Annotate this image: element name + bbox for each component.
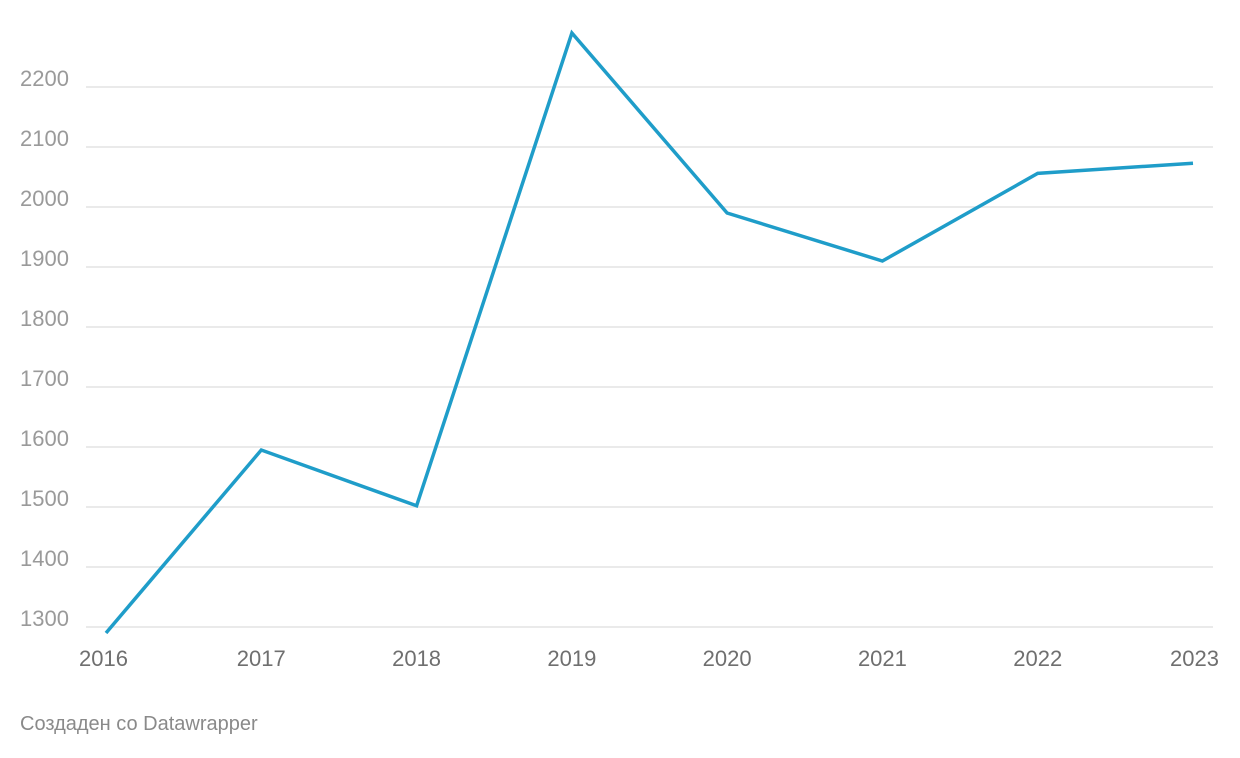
y-tick-label: 1300 bbox=[20, 606, 69, 631]
x-tick-label: 2017 bbox=[237, 646, 286, 671]
y-axis-tick-labels: 1300 1400 1500 1600 1700 1800 1900 2000 2100 2200 bbox=[20, 66, 69, 631]
x-tick-label: 2016 bbox=[79, 646, 128, 671]
y-tick-label: 1900 bbox=[20, 246, 69, 271]
gridlines bbox=[86, 86, 1213, 628]
y-tick-label: 1700 bbox=[20, 366, 69, 391]
x-tick-label: 2022 bbox=[1013, 646, 1062, 671]
y-tick-label: 2200 bbox=[20, 66, 69, 91]
y-tick-label: 2000 bbox=[20, 186, 69, 211]
x-tick-label: 2021 bbox=[858, 646, 907, 671]
x-tick-label: 2019 bbox=[547, 646, 596, 671]
datawrapper-credit: Создаден со Datawrapper bbox=[20, 713, 258, 735]
x-axis-tick-labels: 2016 2017 2018 2019 2020 2021 2022 2023 bbox=[79, 646, 1219, 671]
x-tick-label: 2023 bbox=[1170, 646, 1219, 671]
x-tick-label: 2018 bbox=[392, 646, 441, 671]
line-chart: 1300 1400 1500 1600 1700 1800 1900 2000 2100 2200… bbox=[20, 29, 1219, 671]
y-tick-label: 1400 bbox=[20, 546, 69, 571]
y-tick-label: 1500 bbox=[20, 486, 69, 511]
series-lines bbox=[104, 29, 1194, 635]
y-tick-label: 2100 bbox=[20, 126, 69, 151]
y-tick-label: 1600 bbox=[20, 426, 69, 451]
y-tick-label: 1800 bbox=[20, 306, 69, 331]
x-tick-label: 2020 bbox=[703, 646, 752, 671]
series-line-0 bbox=[104, 29, 1194, 635]
